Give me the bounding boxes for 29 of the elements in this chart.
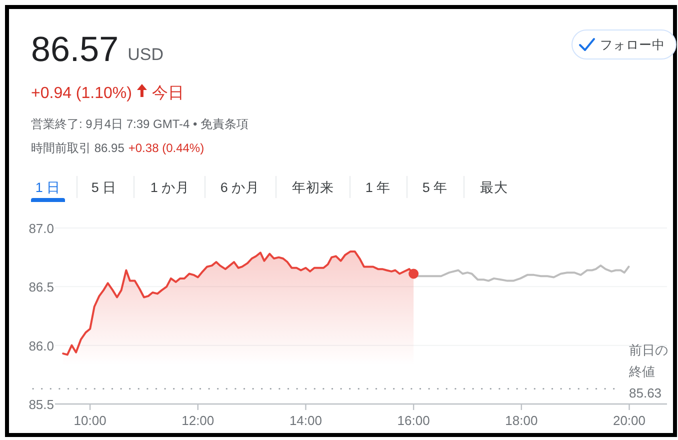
xtick: 20:00 xyxy=(612,413,646,428)
annotation: 6 か月 xyxy=(220,180,260,195)
annotation: 5 年 xyxy=(422,180,448,195)
annotation: 時間前取引 86.95 xyxy=(31,141,124,155)
ytick: 86.0 xyxy=(28,338,54,354)
title: 86.57 xyxy=(31,30,119,69)
annotation: 5 日 xyxy=(91,180,117,195)
ref-label: 85.63 xyxy=(629,386,662,401)
annotation: +0.94 (1.10%) xyxy=(31,85,132,102)
ytick: 87.0 xyxy=(28,221,54,236)
xtick: 10:00 xyxy=(74,413,106,428)
ref-label: 前日の xyxy=(629,342,668,358)
xtick: 16:00 xyxy=(397,413,430,428)
xtick: 18:00 xyxy=(505,413,538,428)
annotation: +0.38 (0.44%) xyxy=(128,141,204,155)
annotation: 今日 xyxy=(152,85,184,102)
annotation: 営業終了: 9月4日 7:39 GMT-4 • 免責条項 xyxy=(31,117,249,131)
xtick: 14:00 xyxy=(289,413,322,428)
xtick: 12:00 xyxy=(182,413,214,428)
annotation: 最大 xyxy=(480,180,508,195)
annotation: 1 年 xyxy=(365,180,391,195)
annotation: フォロー中 xyxy=(600,38,665,52)
ytick: 85.5 xyxy=(28,397,54,412)
annotation: 1 か月 xyxy=(150,180,190,195)
annotation: 年初来 xyxy=(292,180,334,195)
ref-label: 終値 xyxy=(629,364,655,380)
annotation: USD xyxy=(128,45,164,64)
annotation: 1 日 xyxy=(35,180,61,195)
ytick: 86.5 xyxy=(28,280,54,295)
